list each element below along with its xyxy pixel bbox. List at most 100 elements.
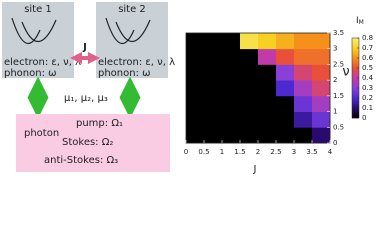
heatmap-cell xyxy=(240,80,259,97)
heatmap-cell xyxy=(276,111,295,128)
colorbar-tick-label: 0.8 xyxy=(362,34,373,42)
colorbar-segment xyxy=(352,50,359,53)
x-tick-label: 2 xyxy=(256,148,260,156)
interaction-label: μ₁, μ₂, μ₃ xyxy=(64,93,108,104)
site-text: phonon: ω xyxy=(4,68,57,79)
y-tick-label: 1.5 xyxy=(333,92,344,100)
colorbar-segment xyxy=(352,72,359,75)
diagram: site 1 site 2 electron: ε, ν, λ phonon: … xyxy=(2,2,175,172)
heatmap-cell xyxy=(186,80,205,97)
x-tick-label: 4 xyxy=(328,148,333,156)
colorbar-segment xyxy=(352,64,359,67)
colorbar-segment xyxy=(352,68,359,71)
colorbar-segment xyxy=(352,40,359,43)
colorbar-segment xyxy=(352,58,359,61)
heatmap-cell xyxy=(258,48,277,65)
x-tick-label: 2.5 xyxy=(270,148,281,156)
site-box xyxy=(2,2,74,78)
colorbar-segment xyxy=(352,52,359,55)
heatmap-cell xyxy=(276,95,295,112)
colorbar-segment xyxy=(352,86,359,89)
colorbar-segment xyxy=(352,48,359,51)
heatmap-cell xyxy=(294,48,313,65)
colorbar-segment xyxy=(352,94,359,97)
y-tick-label: 3.5 xyxy=(333,29,344,37)
heatmap-cell xyxy=(258,127,277,144)
heatmap-cell xyxy=(222,33,241,50)
colorbar-segment xyxy=(352,98,359,101)
colorbar-segment xyxy=(352,54,359,57)
colorbar-segment xyxy=(352,76,359,79)
photon-mode: Stokes: Ω₂ xyxy=(62,137,113,148)
heatmap-cell xyxy=(294,127,313,144)
x-tick-label: 0.5 xyxy=(198,148,209,156)
site-label: site 1 xyxy=(24,4,52,15)
site-text: electron: ε, ν, λ xyxy=(4,57,81,68)
x-tick-label: 3 xyxy=(292,148,296,156)
potential-curve xyxy=(105,17,151,45)
heatmap-cell xyxy=(240,95,259,112)
heatmap-cell xyxy=(240,127,259,144)
heatmap-cell xyxy=(240,33,259,50)
colorbar-segment xyxy=(352,112,359,115)
colorbar-segment xyxy=(352,44,359,47)
heatmap-cell xyxy=(222,111,241,128)
heatmap-cell xyxy=(312,95,331,112)
heatmap-cell xyxy=(276,33,295,50)
heatmap-cell xyxy=(186,64,205,81)
photon-mode: pump: Ω₁ xyxy=(76,118,123,129)
heatmap-cell xyxy=(222,127,241,144)
heatmap-cell xyxy=(204,111,223,128)
colorbar-tick-label: 0 xyxy=(362,114,366,122)
colorbar-tick-label: 0.5 xyxy=(362,64,373,72)
heatmap-cell xyxy=(258,95,277,112)
heatmap-cell xyxy=(294,64,313,81)
y-tick-label: 0.5 xyxy=(333,123,344,131)
colorbar-segment xyxy=(352,110,359,113)
potential-curve xyxy=(11,17,57,45)
heatmap-cell xyxy=(312,80,331,97)
x-axis-label: J xyxy=(253,164,257,175)
heatmap-cell xyxy=(276,48,295,65)
y-axis-label: ν xyxy=(342,65,349,80)
colorbar-segment xyxy=(352,78,359,81)
colorbar-segment xyxy=(352,90,359,93)
colorbar-segment xyxy=(352,116,359,119)
heatmap-cell xyxy=(240,48,259,65)
colorbar-segment xyxy=(352,70,359,73)
site-box xyxy=(96,2,168,78)
colorbar-segment xyxy=(352,84,359,87)
heatmap-cell xyxy=(312,127,331,144)
heatmap-cell xyxy=(222,64,241,81)
y-tick-label: 2 xyxy=(333,76,337,84)
colorbar-tick-label: 0.1 xyxy=(362,104,373,112)
heatmap-cell xyxy=(276,127,295,144)
heatmap-cell xyxy=(294,95,313,112)
heatmap-cell xyxy=(204,48,223,65)
heatmap-cell xyxy=(186,48,205,65)
heatmap-cell xyxy=(258,64,277,81)
heatmap-cell xyxy=(258,111,277,128)
heatmap-cell xyxy=(312,111,331,128)
heatmap-cell xyxy=(186,95,205,112)
y-tick-label: 2.5 xyxy=(333,60,344,68)
site-label: site 2 xyxy=(118,4,146,15)
colorbar-tick-label: 0.4 xyxy=(362,74,374,82)
colorbar-segment xyxy=(352,100,359,103)
x-tick-label: 1 xyxy=(220,148,224,156)
colorbar-segment xyxy=(352,66,359,69)
colorbar-segment xyxy=(352,80,359,83)
heatmap-cell xyxy=(204,95,223,112)
colorbar-segment xyxy=(352,92,359,95)
heatmap-cell xyxy=(204,127,223,144)
photon-box xyxy=(16,114,170,172)
site-text: electron: ε, ν, λ xyxy=(98,57,175,68)
colorbar-segment xyxy=(352,74,359,77)
coupling-label: J xyxy=(82,42,87,53)
x-tick-label: 1.5 xyxy=(234,148,245,156)
y-tick-label: 3 xyxy=(333,45,337,53)
heatmap-cell xyxy=(294,33,313,50)
colorbar-segment xyxy=(352,42,359,45)
heatmap-cell xyxy=(312,33,331,50)
site-text: phonon: ω xyxy=(98,68,151,79)
